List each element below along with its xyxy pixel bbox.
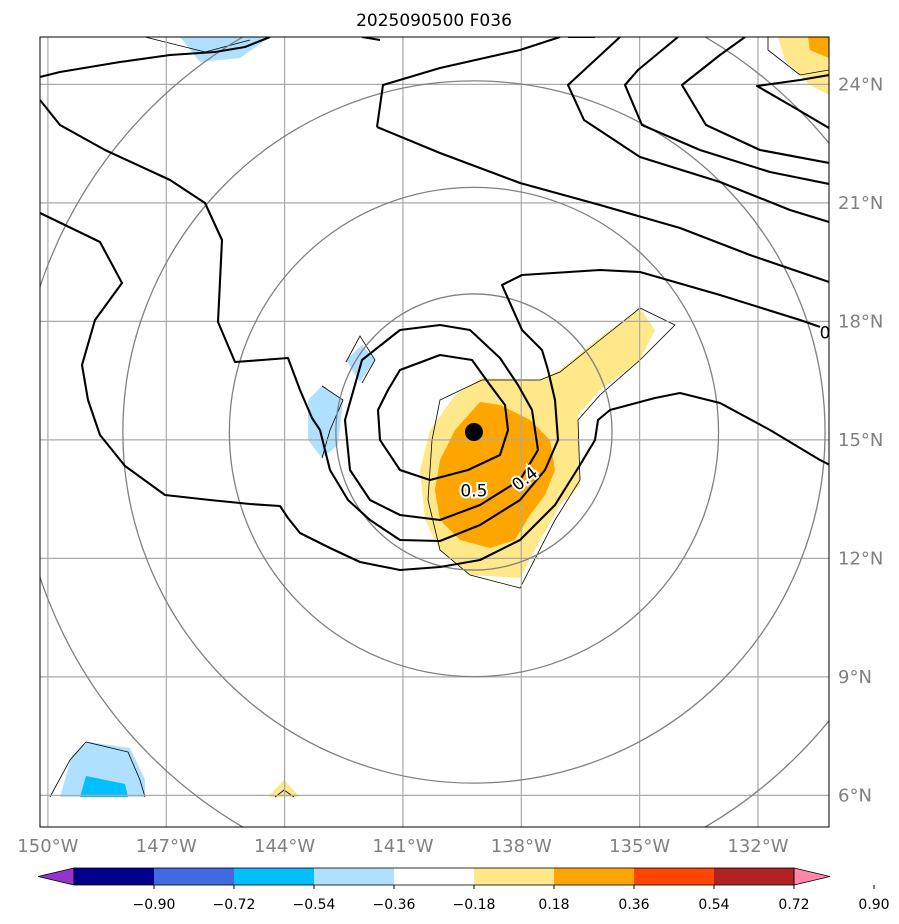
lat-tick-label: 6°N — [838, 785, 872, 806]
lon-tick-label: 141°W — [372, 836, 433, 857]
lon-tick-label: 150°W — [17, 836, 78, 857]
plot-frame — [39, 36, 830, 828]
colorbar-bin — [394, 868, 474, 885]
lat-tick-label: 24°N — [838, 74, 883, 95]
lat-tick-label: 9°N — [838, 667, 872, 688]
colorbar-bin — [714, 868, 794, 885]
contour-label: 0.5 — [460, 481, 487, 501]
map-title: 2025090500 F036 — [356, 11, 512, 31]
colorbar-extend-high — [793, 867, 831, 886]
colorbar: −0.90 −0.72 −0.54 −0.36 −0.18 0.18 0.36 0.54 0.7… — [37, 867, 890, 913]
storm-center-marker — [464, 423, 483, 441]
colorbar-bin — [314, 868, 394, 885]
contour-label: 0 — [820, 323, 831, 343]
colorbar-tick-label: 0.36 — [618, 897, 649, 913]
colorbar-tick-label: 0.18 — [538, 897, 569, 913]
colorbar-bin — [474, 868, 554, 885]
longitude-tick-labels: 150°W 147°W 144°W 141°W 138°W 135°W 132°W — [17, 836, 788, 857]
colorbar-bin — [554, 868, 634, 885]
lat-tick-label: 18°N — [838, 311, 883, 332]
colorbar-bin — [634, 868, 714, 885]
colorbar-frame — [73, 867, 795, 886]
range-ring — [228, 186, 720, 678]
colorbar-tick-label: 0.54 — [698, 897, 729, 913]
colorbar-bin — [74, 868, 154, 885]
colorbar-bin — [154, 868, 234, 885]
lon-tick-label: 144°W — [254, 836, 315, 857]
lon-tick-label: 147°W — [136, 836, 197, 857]
colorbar-tick-label: −0.90 — [133, 897, 176, 913]
lon-tick-label: 135°W — [609, 836, 670, 857]
colorbar-tick-label: −0.54 — [293, 897, 336, 913]
colorbar-extend-low — [37, 867, 75, 886]
lat-tick-label: 12°N — [838, 548, 883, 569]
latitude-tick-labels: 24°N 21°N 18°N 15°N 12°N 9°N 6°N — [838, 74, 883, 806]
lat-tick-label: 15°N — [838, 430, 883, 451]
plot-area: 0.5 0.40 — [40, 37, 831, 827]
lon-tick-label: 132°W — [727, 836, 788, 857]
contour-lines — [40, 37, 829, 572]
colorbar-tick-label: 0.72 — [778, 897, 809, 913]
colorbar-tick-label: −0.18 — [453, 897, 496, 913]
range-rings — [40, 37, 829, 827]
lon-tick-label: 138°W — [491, 836, 552, 857]
colorbar-tick-label: −0.36 — [373, 897, 416, 913]
lat-lon-grid — [40, 37, 829, 827]
range-ring — [122, 80, 826, 784]
colorbar-bin — [234, 868, 314, 885]
lat-tick-label: 21°N — [838, 193, 883, 214]
colorbar-tick-label: 0.90 — [858, 897, 889, 913]
range-ring — [335, 293, 613, 571]
colorbar-tick-label: −0.72 — [213, 897, 256, 913]
